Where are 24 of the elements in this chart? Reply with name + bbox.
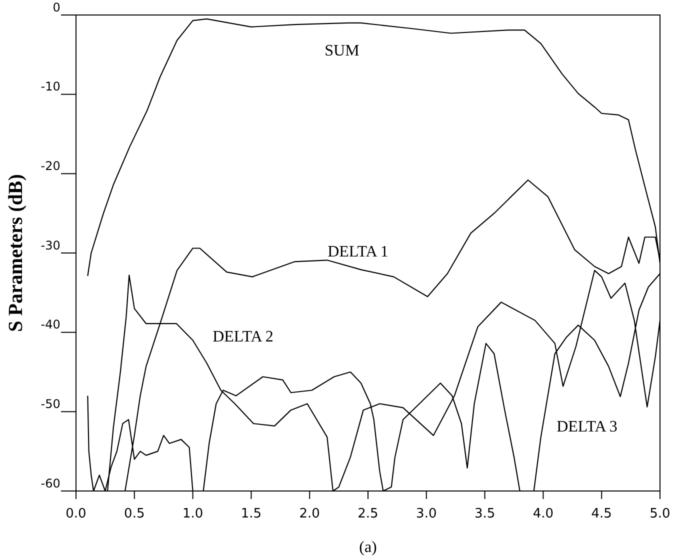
y-tick-label: -50 <box>40 397 60 412</box>
series-label: DELTA 1 <box>328 244 388 261</box>
x-tick-label: 1.0 <box>182 506 204 522</box>
x-tick-label: 1.5 <box>240 506 262 522</box>
text: (a) <box>359 539 377 556</box>
y-axis-title: S Parameters (dB) <box>5 174 27 332</box>
x-tick-label: 2.5 <box>358 506 378 522</box>
y-tick-label: -40 <box>40 318 60 332</box>
x-tick-label: 4.0 <box>532 506 554 522</box>
series-label: DELTA 2 <box>212 328 274 346</box>
x-tick-label: 3.5 <box>474 506 496 522</box>
x-tick-label: 3.0 <box>416 506 437 522</box>
y-tick-label: -30 <box>40 238 60 252</box>
series-label: DELTA 3 <box>556 418 618 436</box>
y-tick-label: 0 <box>52 0 60 14</box>
y-tick-label: -10 <box>40 80 60 94</box>
x-tick-label: 0.0 <box>66 506 86 522</box>
y-tick-label: -20 <box>40 159 60 174</box>
x-tick-label: 4.5 <box>591 506 612 522</box>
x-tick-label: 5.0 <box>650 506 670 522</box>
x-tick-label: 0.5 <box>124 506 145 522</box>
y-tick-label: -60 <box>40 476 60 490</box>
x-tick-label: 2.0 <box>299 506 320 522</box>
series-label: SUM <box>324 42 360 60</box>
